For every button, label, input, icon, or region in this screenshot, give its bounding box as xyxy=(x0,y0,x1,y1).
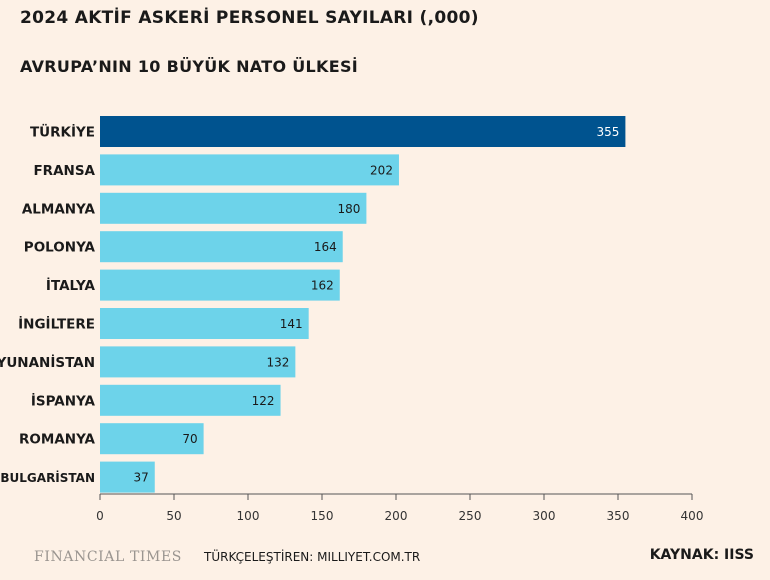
data-label: 37 xyxy=(133,471,148,485)
x-tick-label: 50 xyxy=(166,509,181,523)
data-label: 132 xyxy=(266,355,289,369)
bar xyxy=(100,461,155,493)
bar xyxy=(100,192,367,224)
category-label: FRANSA xyxy=(33,163,95,179)
x-tick-label: 300 xyxy=(533,509,556,523)
data-label: 180 xyxy=(337,202,360,216)
bar xyxy=(100,384,281,416)
bar xyxy=(100,269,340,301)
data-label: 162 xyxy=(311,279,334,293)
chart-title: 2024 AKTİF ASKERİ PERSONEL SAYILARI (,00… xyxy=(20,8,479,28)
x-tick-label: 350 xyxy=(607,509,630,523)
data-label: 141 xyxy=(280,317,303,331)
source-label: KAYNAK: IISS xyxy=(649,547,754,563)
category-label: İNGİLTERE xyxy=(18,316,95,333)
x-tick-label: 400 xyxy=(681,509,704,523)
bar xyxy=(100,423,204,455)
category-label: ROMANYA xyxy=(19,432,96,448)
bar xyxy=(100,346,296,378)
chart-subtitle: AVRUPA’NIN 10 BÜYÜK NATO ÜLKESİ xyxy=(20,57,359,76)
category-label: ALMANYA xyxy=(22,201,96,217)
category-label: İSPANYA xyxy=(31,392,96,409)
category-label: BULGARİSTAN xyxy=(0,470,95,485)
category-label: İTALYA xyxy=(46,277,96,294)
x-tick-label: 0 xyxy=(96,509,104,523)
category-label: POLONYA xyxy=(24,240,96,256)
data-label: 164 xyxy=(314,240,337,254)
x-tick-label: 150 xyxy=(311,509,334,523)
bar-chart: TÜRKİYE 355 FRANSA 202 ALMANYA 180 POLONYA 164 İ… xyxy=(0,116,704,523)
data-label: 122 xyxy=(252,394,275,408)
category-label: YUNANİSTAN xyxy=(0,354,95,371)
bar xyxy=(100,231,343,263)
bar xyxy=(100,308,309,339)
x-tick-label: 100 xyxy=(237,509,260,523)
translation-credit: TÜRKÇELEŞTİREN: MILLIYET.COM.TR xyxy=(204,550,421,564)
bar xyxy=(100,154,399,186)
x-tick-label: 200 xyxy=(385,509,408,523)
x-tick-label: 250 xyxy=(459,509,482,523)
data-label: 202 xyxy=(370,163,393,177)
bar xyxy=(100,116,626,147)
category-label: TÜRKİYE xyxy=(30,123,95,141)
publisher-logo: FINANCIAL TIMES xyxy=(34,549,182,565)
data-label: 70 xyxy=(182,432,197,446)
data-label: 355 xyxy=(596,125,619,139)
